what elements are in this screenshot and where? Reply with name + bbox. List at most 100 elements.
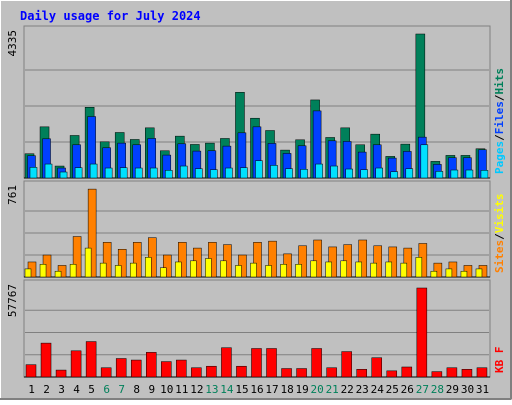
legend-separator: /	[493, 233, 506, 240]
y-max-label: 57767	[6, 284, 19, 317]
pages-bar	[44, 163, 53, 179]
visits-bar	[358, 239, 367, 278]
pages-bar	[180, 165, 188, 179]
kbf-bar	[206, 365, 217, 378]
x-tick-label: 18	[280, 383, 293, 396]
kbf-bar	[100, 367, 112, 378]
sites-bar	[445, 268, 453, 278]
visits-bar	[102, 242, 112, 278]
kbf-bar	[341, 351, 352, 378]
visits-bar	[117, 249, 127, 278]
kbf-bar	[296, 368, 307, 378]
visits-bar	[163, 254, 172, 278]
x-tick-label: 27	[416, 383, 429, 396]
kbf-bar	[266, 348, 277, 378]
x-tick-label: 19	[295, 383, 308, 396]
sites-bar	[24, 268, 32, 278]
x-tick-label: 6	[103, 383, 110, 396]
sites-bar	[160, 267, 167, 278]
sites-bar	[415, 257, 423, 278]
sites-bar	[400, 262, 408, 278]
sites-bar	[145, 257, 152, 278]
pages-bar	[119, 167, 128, 179]
visits-bar	[298, 245, 307, 278]
legend-2: Sites/Visits	[493, 194, 506, 274]
x-tick-label: 30	[461, 383, 474, 396]
x-tick-label: 2	[43, 383, 50, 396]
pages-bar	[315, 163, 323, 179]
x-tick-label: 8	[133, 383, 140, 396]
visits-bar	[132, 242, 142, 278]
x-tick-label: 3	[58, 383, 65, 396]
sites-bar	[235, 265, 242, 278]
x-tick-label: 22	[341, 383, 354, 396]
kbf-bar	[55, 369, 67, 378]
visits-bar	[178, 242, 187, 278]
kbf-bar	[130, 359, 142, 378]
sites-bar	[39, 264, 47, 278]
x-tick-label: 10	[160, 383, 173, 396]
kbf-bar	[146, 352, 157, 378]
pages-bar	[59, 171, 68, 179]
pages-bar	[225, 167, 233, 179]
pages-bar	[285, 168, 293, 179]
kbf-bar	[70, 350, 82, 378]
x-tick-label: 31	[476, 383, 489, 396]
kbf-bar	[251, 348, 262, 378]
visits-bar	[313, 239, 322, 278]
pages-bar	[195, 168, 203, 179]
pages-bar	[330, 165, 338, 179]
kbf-bar	[311, 348, 322, 378]
pages-bar	[89, 163, 98, 179]
kbf-bar	[191, 367, 202, 378]
visits-bar	[253, 242, 262, 278]
sites-bar	[460, 270, 468, 278]
sites-bar	[175, 261, 182, 278]
sites-bar	[220, 260, 227, 278]
kbf-bar	[401, 366, 413, 378]
sites-bar	[69, 264, 77, 278]
visits-bar	[373, 245, 382, 278]
legend-separator: /	[493, 94, 506, 101]
pages-bar	[104, 167, 113, 179]
pages-bar	[360, 169, 368, 179]
x-tick-label: 21	[326, 383, 339, 396]
pages-bar	[375, 167, 383, 179]
y-max-label: 761	[6, 185, 19, 205]
legend-sites: Sites	[493, 240, 506, 273]
chart-title: Daily usage for July 2024	[20, 9, 201, 23]
x-tick-label: 5	[88, 383, 95, 396]
x-tick-label: 28	[431, 383, 444, 396]
visits-bar	[268, 240, 277, 278]
kbf-bar	[446, 367, 458, 378]
pages-bar	[29, 167, 38, 179]
kbf-bar	[176, 359, 187, 378]
sites-bar	[129, 262, 137, 278]
pages-bar	[450, 169, 459, 179]
kbf-bar	[25, 364, 37, 378]
kbf-bar	[85, 341, 97, 378]
legend-3: KB F	[493, 347, 506, 374]
x-tick-label: 14	[220, 383, 234, 396]
legend-hits: Hits	[493, 68, 506, 95]
legend-pages: Pages	[493, 141, 506, 174]
sites-bar	[250, 262, 257, 278]
sites-bar	[355, 261, 362, 278]
pages-bar	[210, 169, 218, 179]
kbf-bar	[221, 347, 232, 378]
y-max-label: 4335	[6, 30, 19, 57]
legend-kb-f: KB F	[493, 347, 506, 374]
pages-bar	[150, 167, 158, 179]
pages-bar	[240, 167, 248, 179]
pages-bar	[134, 167, 143, 179]
pages-bar	[74, 167, 83, 179]
sites-bar	[99, 262, 107, 278]
sites-bar	[325, 261, 332, 278]
kbf-bar	[356, 369, 367, 378]
visits-bar	[87, 188, 97, 278]
kbf-bar	[40, 342, 52, 378]
visits-bar	[433, 262, 443, 278]
x-tick-label: 26	[401, 383, 414, 396]
